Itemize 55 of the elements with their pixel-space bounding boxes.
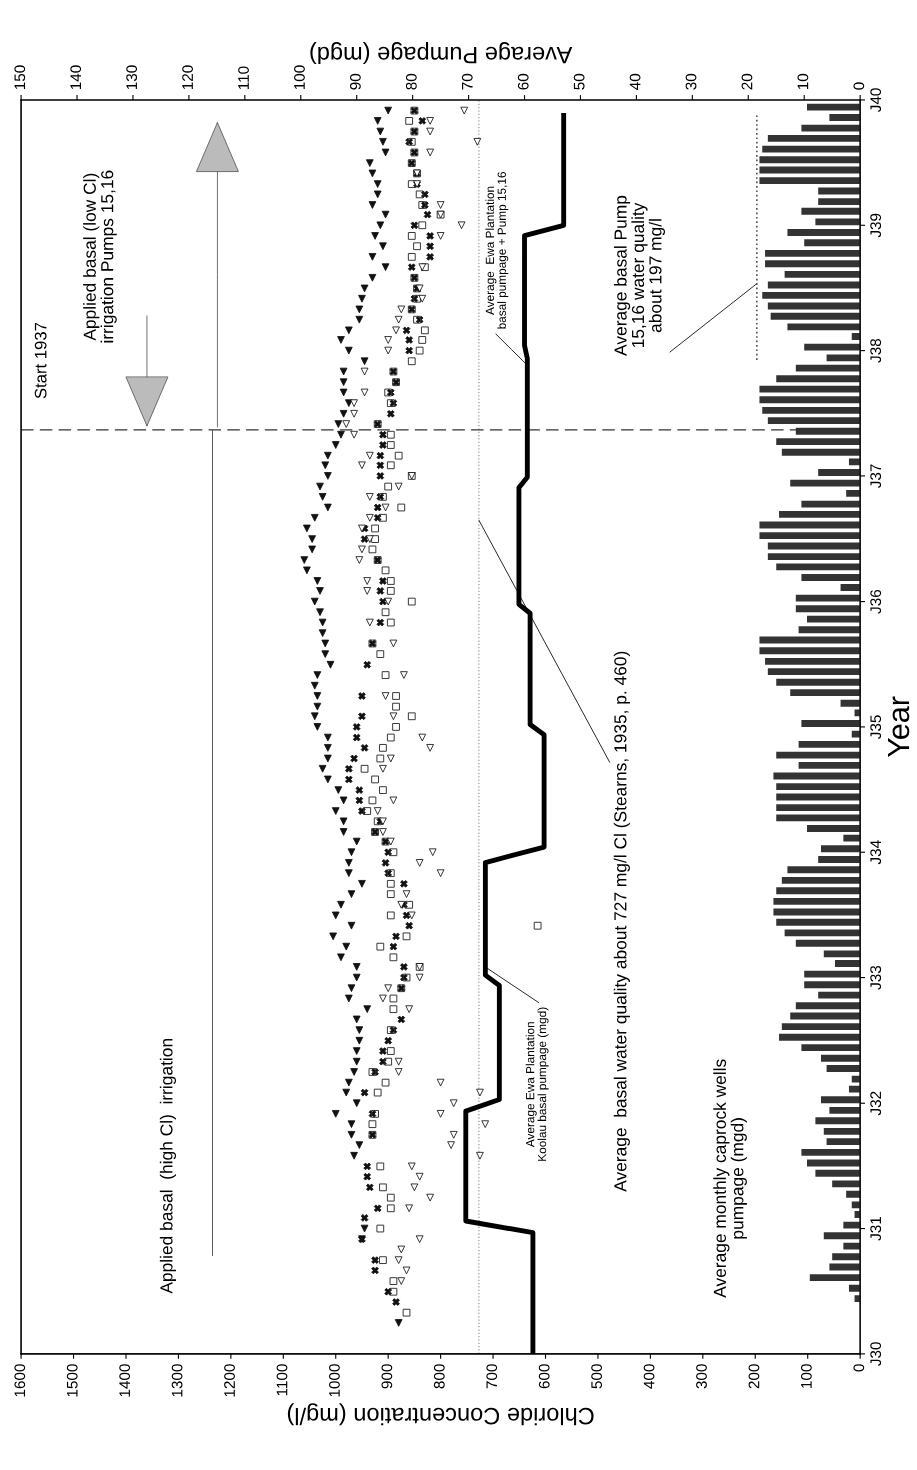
x-tick-label: 200 [748,1364,760,1389]
x-tick-label: 1100 [276,1364,288,1396]
annotation: Average basal Pump 15,16 water quality about 197 mg/l [613,195,666,356]
x-tick-label: 400 [643,1364,655,1389]
x-tick-label: 100 [800,1364,812,1388]
x2-tick-label: 80 [405,73,417,90]
x2-tick-label: 30 [685,73,697,90]
y-tick-label: J37 [870,464,882,488]
x2-tick-label: 100 [294,65,305,90]
annotation: Average basal water quality about 727 mg/l Cl (Stearns, 1935, p. 460) [613,651,630,1192]
y-tick-label: J31 [870,1216,882,1241]
y-tick-label: J33 [870,965,882,990]
annotation: Applied basal (high Cl) irrigation [159,1039,177,1294]
x-tick-label: 1200 [224,1364,235,1397]
y-tick-label: J34 [870,840,882,865]
x2-tick-label: 130 [126,65,138,90]
annotation: Average Ewa Plantation Koolau basal pumpage (mgd) [525,1007,549,1161]
y-tick-label: J38 [870,338,882,363]
x2-tick-label: 140 [70,65,82,90]
y-tick-label: J35 [870,715,882,739]
annotation: Average Ewa Plantation basal pumpage + Pump 15,16 [485,172,509,329]
y-tick-label: J32 [870,1091,882,1116]
x-tick-label: 600 [538,1364,550,1389]
x-tick-label: 1300 [171,1364,183,1397]
x2-tick-label: 70 [461,73,473,90]
x2-tick-label: 60 [517,73,529,90]
x-tick-label: 1500 [66,1364,78,1397]
x2-tick-label: 150 [14,65,26,90]
annotation: Average monthly caprock wells pumpage (mgd) [713,1059,747,1298]
x-tick-label: 800 [433,1364,445,1389]
x-tick-label: 500 [591,1364,603,1389]
annotation: Applied basal (low Cl) irrigation Pumps 15,16 [83,170,117,343]
x-axis-title: Chloride Concentration (mg/l) [287,1403,594,1426]
x2-tick-label: 90 [350,73,361,90]
x-tick-label: 1000 [329,1364,340,1397]
x2-tick-label: 50 [573,73,585,90]
x2-tick-label: 20 [741,73,753,90]
x-tick-label: 900 [381,1364,393,1389]
x2-tick-label: 0 [853,82,865,90]
x-tick-label: 700 [486,1364,498,1389]
y-tick-label: J39 [870,213,882,238]
ref-line-label: Start 1937 [34,322,47,399]
x2-tick-label: 110 [238,66,249,90]
x-tick-label: 0 [853,1364,865,1372]
x-tick-label: 1400 [119,1364,131,1397]
x2-tick-label: 120 [182,65,193,90]
y-tick-label: J30 [870,1342,882,1366]
y-tick-label: J40 [870,88,882,113]
y-tick-label: J36 [870,589,882,614]
x2-tick-label: 10 [797,73,809,90]
y-axis-title: Year [888,696,910,758]
x-tick-label: 300 [696,1364,707,1389]
x2-tick-label: 40 [629,73,641,90]
x-tick-label: 1600 [14,1364,26,1397]
x2-axis-title: Average Pumpage (mgd) [310,42,573,65]
